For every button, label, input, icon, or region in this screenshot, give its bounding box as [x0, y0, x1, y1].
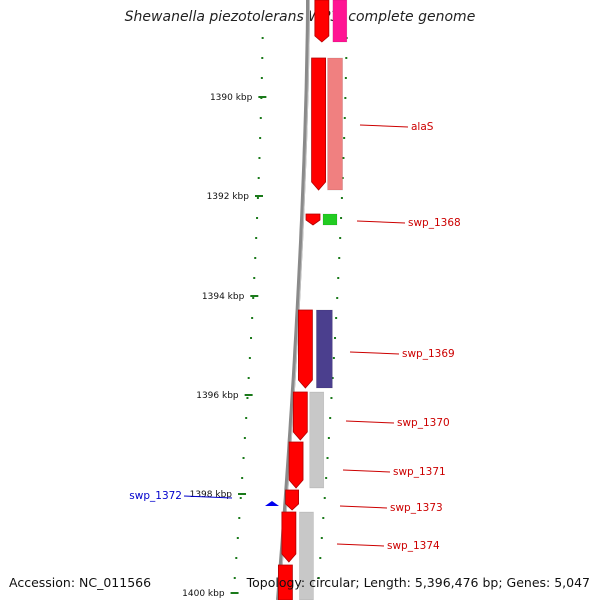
gene-arrow-swp-1373 [285, 489, 299, 511]
topology-label: Topology: circular [246, 575, 356, 590]
gene-arrow-bottom [277, 564, 293, 600]
scale-tick-label: 1396 kbp [196, 391, 239, 401]
gene-track-swp-1370 [309, 391, 325, 489]
gene-leader-line [342, 469, 391, 473]
gene-label: swp_1368 [408, 217, 461, 229]
accession-label: Accession: NC_011566 [9, 575, 152, 590]
genome-backbone [276, 0, 310, 600]
gene-label: alaS [411, 121, 434, 133]
gene-leader-line [336, 543, 385, 547]
gene-leader-line [345, 420, 395, 424]
gene-leader-line [359, 124, 409, 128]
gene-arrow-swp-1372 [265, 501, 279, 506]
scale-tick-label: 1398 kbp [190, 490, 233, 500]
gene-arrow-swp-1371 [288, 441, 304, 489]
length-label: Length: 5,396,476 bp [363, 575, 499, 590]
gene-label: swp_1370 [397, 417, 450, 429]
gene-label: swp_1369 [402, 348, 455, 360]
gene-arrow-swp-1370 [292, 391, 308, 441]
gene-track-swp-1368 [322, 213, 338, 226]
gene-track-top [332, 0, 348, 43]
map-title: Shewanella piezotolerans WP3, complete g… [124, 9, 476, 25]
scale-tick-label: 1400 kbp [182, 589, 225, 599]
gene-label: swp_1373 [390, 502, 443, 514]
genome-summary: Topology: circular; Length: 5,396,476 bp… [246, 575, 590, 590]
gene-leader-line [349, 351, 400, 355]
gene-label: swp_1374 [387, 540, 440, 552]
gene-track-swp-1369 [316, 309, 333, 389]
gene-arrow-swp-1368 [305, 213, 321, 226]
scale-tick-label: 1394 kbp [202, 292, 245, 302]
gene-leader-line [356, 220, 406, 224]
gene-leader-line [339, 505, 388, 509]
gene-arrow-swp-1369 [297, 309, 313, 389]
genes-count-label: Genes: 5,047 [506, 575, 590, 590]
gene-label: swp_1371 [393, 466, 446, 478]
gene-leader-line [183, 495, 233, 499]
gene-label: swp_1372 [129, 490, 182, 502]
gene-arrow-top [314, 0, 330, 43]
gene-arrow-alaS [311, 57, 326, 191]
gene-track-alaS [327, 57, 343, 191]
gene-arrow-swp-1374 [281, 511, 297, 563]
scale-tick-label: 1390 kbp [210, 93, 253, 103]
gene-track-swp-1374 [299, 511, 314, 600]
scale-tick-label: 1392 kbp [207, 192, 250, 202]
